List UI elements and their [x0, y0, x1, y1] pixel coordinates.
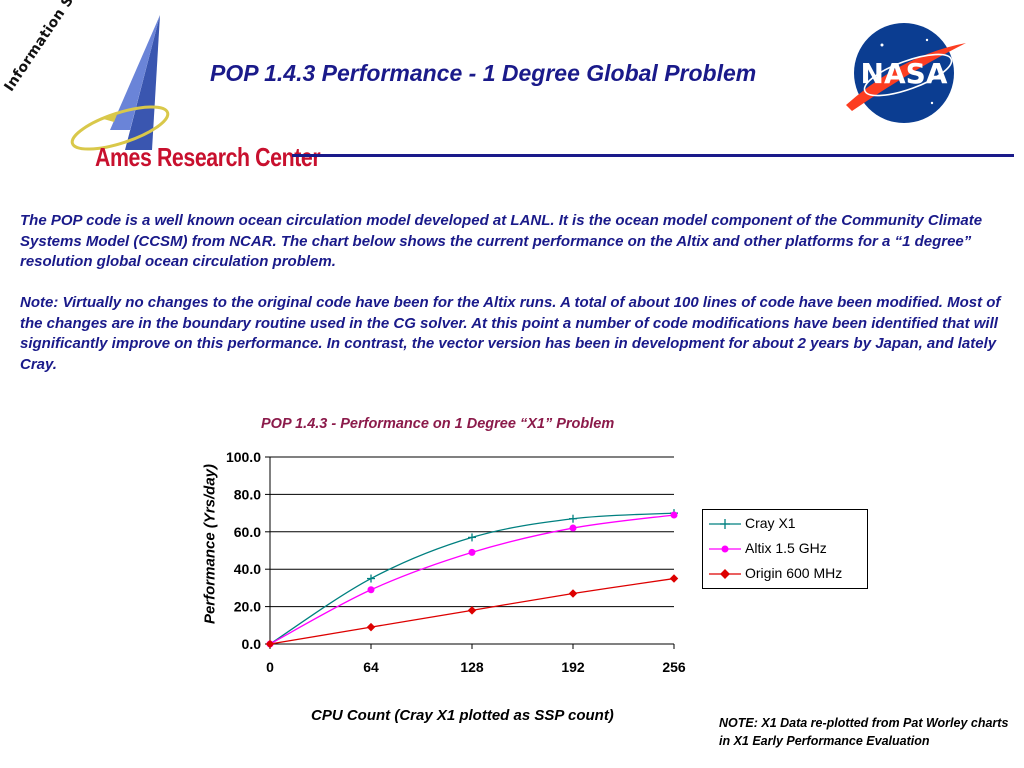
x-axis-label: CPU Count (Cray X1 plotted as SSP count)	[311, 707, 614, 724]
series-line-0	[269, 512, 675, 645]
y-tick-label: 0.0	[242, 636, 262, 652]
ames-logo-graphic	[70, 15, 170, 151]
ames-logo: Information Sciences & Technology Ames R…	[0, 0, 320, 200]
logo-center-text: Ames Research Center	[95, 142, 321, 172]
legend-marker-altix	[709, 545, 741, 553]
x-tick-label: 64	[363, 659, 379, 675]
data-point	[568, 589, 578, 598]
header-divider	[292, 154, 1014, 157]
nasa-logo: NASA	[846, 23, 966, 123]
x-tick-label: 192	[561, 659, 585, 675]
chart-legend: Cray X1 Altix 1.5 GHz Origin 600 MHz	[702, 509, 868, 589]
data-point	[265, 639, 275, 649]
chart-title: POP 1.4.3 - Performance on 1 Degree “X1”…	[261, 416, 615, 432]
footer-note: NOTE: X1 Data re-plotted from Pat Worley…	[719, 716, 1009, 748]
data-point	[669, 574, 679, 583]
y-tick-label: 20.0	[234, 599, 261, 615]
series-line-2	[269, 577, 675, 645]
legend-marker-origin	[709, 569, 741, 579]
x-tick-label: 128	[460, 659, 484, 675]
data-point	[266, 640, 274, 648]
y-tick-label: 80.0	[234, 486, 261, 502]
nasa-wordmark: NASA	[861, 57, 948, 90]
data-point	[569, 524, 577, 532]
legend-item-cray: Cray X1	[703, 513, 867, 535]
data-point	[468, 548, 476, 556]
series-line-1	[269, 514, 675, 645]
y-axis-label: Performance (Yrs/day)	[201, 463, 219, 625]
data-point	[366, 622, 376, 632]
y-tick-label: 100.0	[226, 449, 261, 465]
y-tick-label: 60.0	[234, 524, 261, 540]
data-point	[670, 511, 678, 519]
note-paragraph: Note: Virtually no changes to the origin…	[20, 294, 1001, 373]
intro-paragraph: The POP code is a well known ocean circu…	[20, 212, 983, 270]
legend-item-origin: Origin 600 MHz	[703, 563, 867, 585]
legend-label-altix: Altix 1.5 GHz	[745, 540, 827, 556]
page-title: POP 1.4.3 Performance - 1 Degree Global …	[210, 60, 757, 86]
legend-label-cray: Cray X1	[745, 515, 796, 531]
x-tick-label: 0	[266, 659, 274, 675]
y-tick-label: 40.0	[234, 561, 261, 577]
legend-marker-cray	[709, 519, 741, 529]
data-point	[467, 606, 477, 615]
legend-item-altix: Altix 1.5 GHz	[703, 538, 867, 560]
data-point	[367, 586, 375, 594]
legend-label-origin: Origin 600 MHz	[745, 565, 843, 581]
x-tick-label: 256	[662, 659, 686, 675]
